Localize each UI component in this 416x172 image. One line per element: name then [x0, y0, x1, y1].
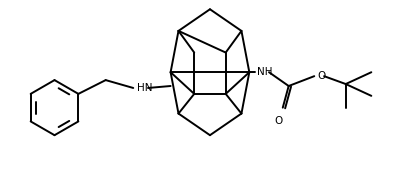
Text: O: O	[317, 71, 325, 81]
Text: NH: NH	[257, 67, 273, 77]
Text: HN: HN	[137, 83, 153, 93]
Text: O: O	[275, 116, 283, 126]
